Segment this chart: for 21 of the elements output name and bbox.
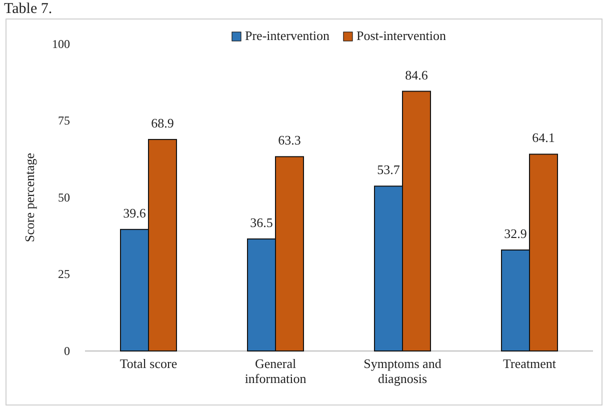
caption: Table 7. [4, 1, 52, 17]
y-tick-label: 25 [58, 267, 70, 282]
x-tick-label: Treatment [503, 356, 556, 372]
x-tick-label: Symptoms and diagnosis [364, 356, 442, 386]
data-label: 68.9 [151, 115, 174, 130]
data-label: 63.3 [278, 132, 301, 148]
y-tick-label: 0 [64, 344, 70, 358]
y-tick-label: 50 [58, 190, 70, 204]
data-label: 84.6 [405, 67, 428, 82]
data-label: 39.6 [123, 205, 146, 220]
y-tick-label: 100 [52, 36, 70, 51]
data-label: 36.5 [250, 214, 273, 230]
y-axis-title: Score percentage [22, 152, 37, 242]
data-label: 32.9 [504, 226, 527, 241]
legend-label: Post-intervention [356, 28, 447, 43]
x-tick-label: Total score [120, 356, 178, 372]
y-tick-label: 75 [58, 114, 70, 128]
data-label: 64.1 [532, 130, 555, 146]
legend-label: Pre-intervention [244, 28, 330, 43]
x-tick-label: General information [244, 356, 307, 386]
data-label: 53.7 [377, 162, 400, 178]
